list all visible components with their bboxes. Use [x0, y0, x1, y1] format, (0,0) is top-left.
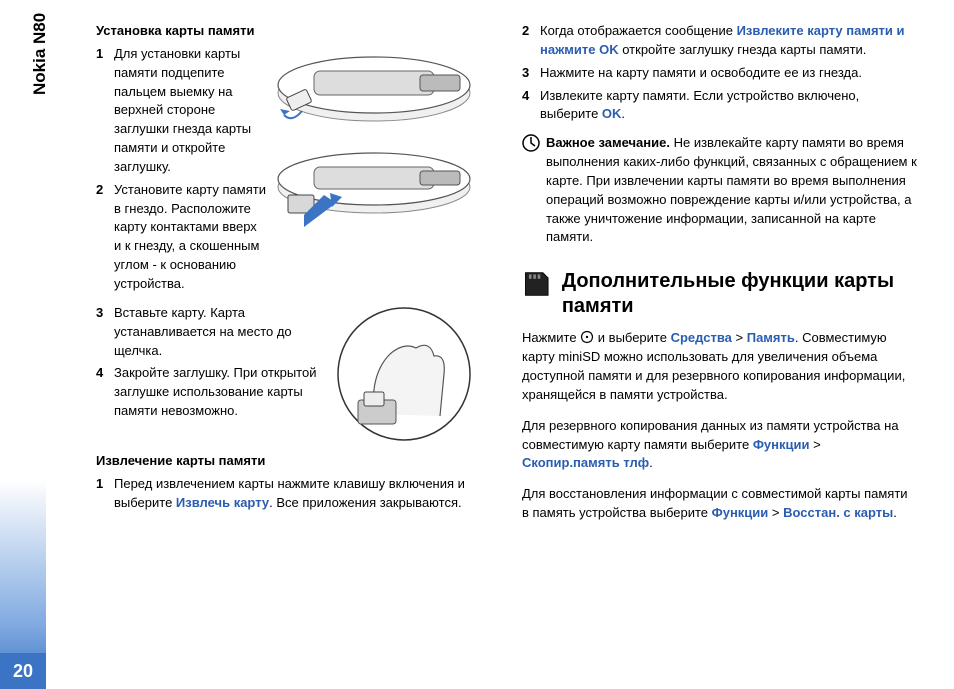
- menu-link-restore: Восстан. с карты: [783, 505, 893, 520]
- figure-finger-press: [334, 304, 474, 444]
- install-step-3: 3 Вставьте карту. Карта устанавливается …: [96, 304, 326, 361]
- eject-step-4: 4 Извлеките карту памяти. Если устройств…: [522, 87, 918, 125]
- important-icon: [522, 134, 540, 152]
- menu-key-icon: [580, 330, 594, 344]
- menu-link-options-1: Функции: [753, 437, 810, 452]
- menu-link-eject-card: Извлечь карту: [176, 495, 269, 510]
- install-step-1: 1 Для установки карты памяти подцепите п…: [96, 45, 266, 177]
- right-column: 2 Когда отображается сообщение Извлеките…: [522, 22, 918, 535]
- important-note: Важное замечание. Не извлекайте карту па…: [522, 134, 918, 247]
- eject-step-1: 1 Перед извлечением карты нажмите клавиш…: [96, 475, 492, 513]
- memory-para-2: Для резервного копирования данных из пам…: [522, 417, 918, 474]
- install-step-4: 4 Закройте заглушку. При открытой заглуш…: [96, 364, 326, 421]
- page-number: 20: [0, 653, 46, 689]
- heading-install: Установка карты памяти: [96, 22, 492, 41]
- eject-step-2: 2 Когда отображается сообщение Извлеките…: [522, 22, 918, 60]
- heading-eject: Извлечение карты памяти: [96, 452, 492, 471]
- memory-card-icon: [522, 269, 550, 299]
- memory-para-1: Нажмите и выберите Средства > Память. Со…: [522, 329, 918, 404]
- menu-link-tools: Средства: [671, 330, 732, 345]
- menu-link-options-2: Функции: [712, 505, 769, 520]
- figure-phone-open-slot: [274, 45, 474, 133]
- heading-memory-functions: Дополнительные функции карты памяти: [522, 269, 918, 319]
- menu-link-backup: Скопир.память тлф: [522, 455, 649, 470]
- eject-step-3: 3 Нажмите на карту памяти и освободите е…: [522, 64, 918, 83]
- memory-para-3: Для восстановления информации с совмести…: [522, 485, 918, 523]
- install-step-2: 2 Установите карту памяти в гнездо. Расп…: [96, 181, 266, 294]
- menu-link-memory: Память: [747, 330, 795, 345]
- page-content: Установка карты памяти 1 Для установки к…: [96, 22, 919, 535]
- sidebar-device-label: Nokia N80: [30, 13, 50, 95]
- figure-phone-insert-card: [274, 143, 474, 231]
- menu-link-ok: OK: [602, 106, 622, 121]
- left-column: Установка карты памяти 1 Для установки к…: [96, 22, 492, 535]
